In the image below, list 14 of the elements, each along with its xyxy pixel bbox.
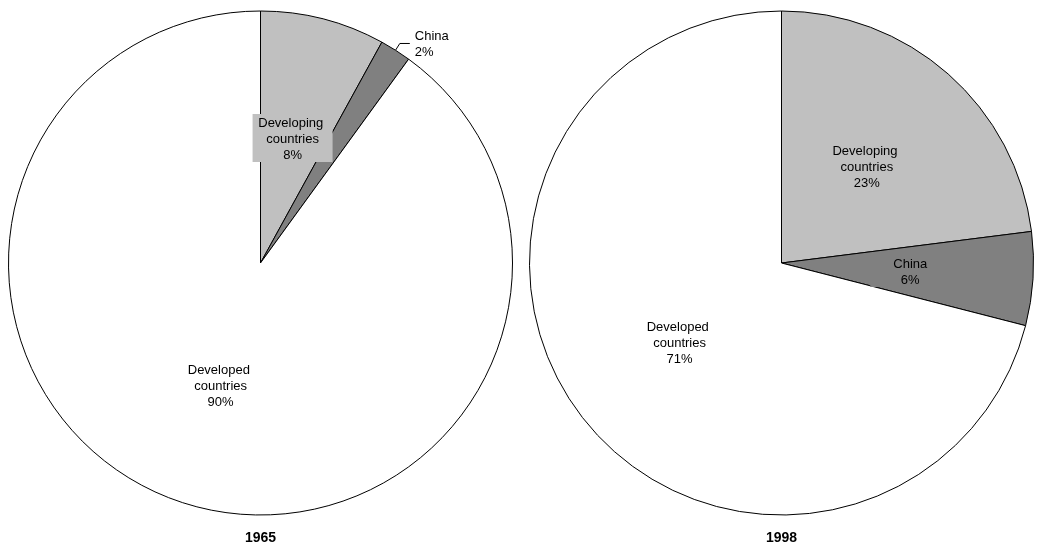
slice-label: Developed countries xyxy=(187,362,254,394)
data-label: 8% xyxy=(283,146,303,162)
slice-label: Developing countries xyxy=(832,142,902,174)
data-label: 6% xyxy=(900,271,921,287)
text: 1998 xyxy=(765,529,798,545)
slice-label: China xyxy=(893,255,928,271)
data-label: 23% xyxy=(853,174,881,190)
data-label: 2% xyxy=(414,43,435,59)
text: 1965 xyxy=(244,529,277,545)
data-label: 71% xyxy=(666,350,694,366)
slice-label: Developed countries xyxy=(646,318,713,350)
slice-label: Developing countries xyxy=(258,114,327,146)
slice-label: China xyxy=(414,27,450,43)
data-label: 90% xyxy=(207,394,235,410)
